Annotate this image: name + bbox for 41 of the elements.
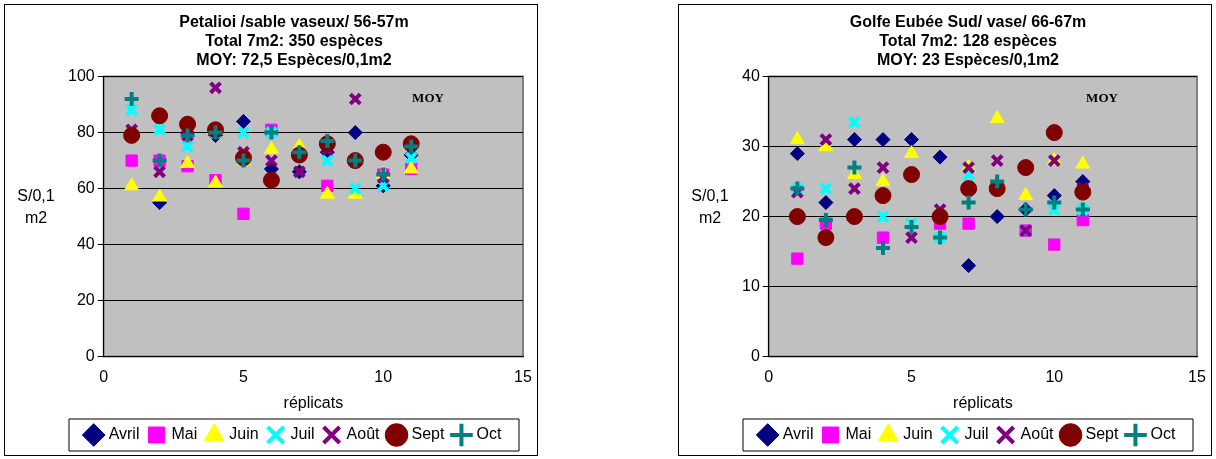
legend-label: Juin <box>229 425 259 443</box>
legend-label: Août <box>346 425 381 443</box>
legend-label: Mai <box>171 425 198 443</box>
y-tick-label: 10 <box>742 277 760 295</box>
legend-label: Juil <box>964 425 989 443</box>
legend-label: Sept <box>1085 425 1119 443</box>
y-tick-label: 80 <box>76 123 95 141</box>
x-tick-label: 5 <box>239 367 249 385</box>
legend-label: Mai <box>845 425 872 443</box>
chart-title: Golfe Eubée Sud/ vase/ 66-67m Total 7m2: 128 espèces MOY: 23 Espèces/0,1m2 <box>849 13 1087 69</box>
y-tick-label: 0 <box>85 347 95 365</box>
annotation: MOY <box>412 89 445 105</box>
x-tick-label: 0 <box>764 367 774 385</box>
x-tick-label: 10 <box>374 367 393 385</box>
x-tick-label: 15 <box>1188 367 1206 385</box>
x-tick-label: 10 <box>1045 367 1064 385</box>
x-tick-label: 0 <box>99 367 109 385</box>
y-tick-label: 40 <box>742 67 760 85</box>
legend-label: Août <box>1020 425 1055 443</box>
x-axis-title: réplicats <box>953 393 1013 411</box>
y-tick-label: 100 <box>67 67 95 85</box>
legend-label: Avril <box>782 425 814 443</box>
legend-label: Juin <box>903 425 933 443</box>
legend-label: Juil <box>290 425 315 443</box>
x-tick-label: 15 <box>514 367 532 385</box>
legend-label: Sept <box>411 425 445 443</box>
y-tick-label: 20 <box>76 291 95 309</box>
y-tick-label: 20 <box>742 207 760 225</box>
y-tick-label: 60 <box>76 179 95 197</box>
legend-label: Avril <box>108 425 140 443</box>
legend-label: Oct <box>1150 425 1176 443</box>
chart-title: Petalioi /sable vaseux/ 56-57m Total 7m2: 350 espèces MOY: 72,5 Espèces/0,1m2 <box>179 13 409 69</box>
y-axis-title: S/0,1 m2 <box>16 186 56 228</box>
y-tick-label: 30 <box>742 137 760 155</box>
annotation: MOY <box>1086 89 1119 105</box>
y-tick-label: 40 <box>76 235 95 253</box>
x-tick-label: 5 <box>907 367 917 385</box>
y-axis-title: S/0,1 m2 <box>690 186 730 228</box>
legend-label: Oct <box>476 425 502 443</box>
x-axis-title: réplicats <box>283 393 344 411</box>
y-tick-label: 0 <box>750 347 760 365</box>
